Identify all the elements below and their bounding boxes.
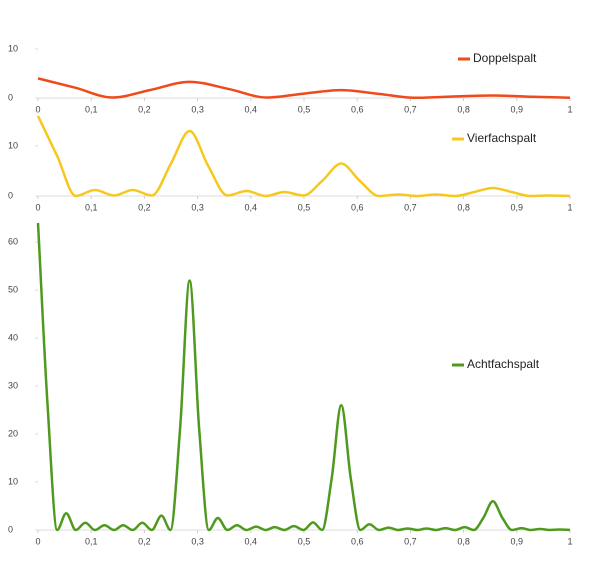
x-tick-label: 0,8 (457, 536, 470, 546)
y-tick-label: 0 (8, 92, 13, 102)
line (36, 115, 571, 198)
x-tick-label: 0,3 (191, 202, 204, 212)
legend-label: Doppelspalt (473, 51, 537, 65)
y-tick-label: 50 (8, 285, 18, 295)
legend-label: Achtfachspalt (467, 357, 540, 371)
x-tick-label: 0,9 (511, 104, 524, 114)
x-tick-label: 1 (567, 202, 572, 212)
y-tick-label: 30 (8, 380, 18, 390)
x-tick-label: 0,7 (404, 536, 417, 546)
y-tick-label: 20 (8, 428, 18, 438)
y-tick-label: 0 (8, 190, 13, 200)
x-tick-label: 0,4 (245, 202, 258, 212)
x-tick-label: 0,8 (457, 104, 470, 114)
line (36, 222, 571, 532)
x-tick-label: 0,7 (404, 202, 417, 212)
x-tick-label: 0,6 (351, 536, 364, 546)
x-tick-label: 0,8 (457, 202, 470, 212)
x-tick-label: 0,5 (298, 104, 311, 114)
y-tick-label: 40 (8, 333, 18, 343)
x-tick-label: 0,7 (404, 104, 417, 114)
x-tick-label: 0,4 (245, 104, 258, 114)
x-tick-label: 0,5 (298, 536, 311, 546)
x-tick-label: 0,1 (85, 104, 98, 114)
x-tick-label: 0 (35, 104, 40, 114)
x-tick-label: 0,1 (85, 202, 98, 212)
x-tick-label: 0,2 (138, 202, 151, 212)
y-tick-label: 60 (8, 237, 18, 247)
y-tick-label: 10 (8, 140, 18, 150)
x-tick-label: 0,2 (138, 104, 151, 114)
x-tick-label: 0,4 (245, 536, 258, 546)
x-tick-label: 0,1 (85, 536, 98, 546)
x-tick-label: 0,3 (191, 536, 204, 546)
line (37, 77, 571, 100)
x-tick-label: 0,6 (351, 104, 364, 114)
x-tick-label: 1 (567, 104, 572, 114)
x-tick-label: 0,9 (511, 202, 524, 212)
y-tick-label: 10 (8, 43, 18, 53)
x-tick-label: 0,3 (191, 104, 204, 114)
y-tick-label: 0 (8, 524, 13, 534)
x-tick-label: 0,5 (298, 202, 311, 212)
x-tick-label: 0,2 (138, 536, 151, 546)
x-tick-label: 0,6 (351, 202, 364, 212)
x-tick-label: 0,9 (511, 536, 524, 546)
legend-label: Vierfachspalt (467, 131, 537, 145)
y-tick-label: 10 (8, 476, 18, 486)
x-tick-label: 0 (35, 202, 40, 212)
x-tick-label: 1 (567, 536, 572, 546)
x-tick-label: 0 (35, 536, 40, 546)
